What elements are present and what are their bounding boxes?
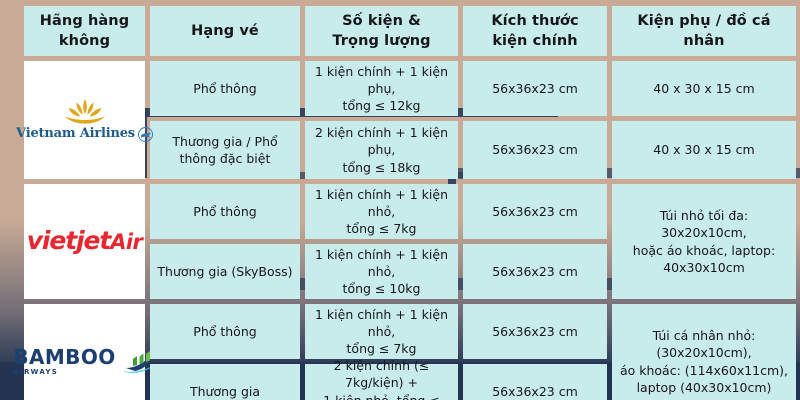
- main-size-vj-skyboss: 56x36x23 cm: [463, 244, 607, 299]
- pieces-weight-bb-business: 2 kiện chính (≤ 7kg/kiện) +1 kiện nhỏ, t…: [305, 358, 458, 400]
- pieces-weight-vj-skyboss: 1 kiện chính + 1 kiện nhỏ, tổng ≤ 10kg: [305, 244, 458, 299]
- header-airline: Hãng hàng không: [24, 6, 145, 56]
- bamboo-airways-logo: BAMBOO AIRWAYS: [13, 308, 154, 400]
- header-fare-class: Hạng vé: [150, 6, 300, 56]
- airline-logo-cell-vietnam-airlines: Vietnam Airlines: [16, 61, 153, 179]
- header-pieces-weight: Số kiện & Trọng lượng: [305, 6, 458, 56]
- bamboo-wordmark-sub: AIRWAYS: [13, 368, 59, 376]
- header-main-size: Kích thước kiện chính: [463, 6, 607, 56]
- fare-class-vj-economy: Phổ thông: [150, 184, 300, 239]
- main-size-bb-business: 56x36x23 cm: [463, 364, 607, 400]
- vietjet-wordmark: vietjetAir: [27, 224, 143, 259]
- fare-class-va-business: Thương gia / Phổ thông đặc biệt: [150, 121, 300, 179]
- bamboo-wordmark-row: BAMBOO AIRWAYS: [13, 347, 155, 376]
- bamboo-wordmark: BAMBOO: [13, 345, 116, 369]
- personal-item-vj-merged: Túi nhỏ tối đa: 30x20x10cm, hoặc áo khoác,…: [612, 184, 796, 299]
- bamboo-leaf-icon: [121, 350, 154, 373]
- main-size-va-economy: 56x36x23 cm: [463, 61, 607, 116]
- fare-class-vj-skyboss: Thương gia (SkyBoss): [150, 244, 300, 299]
- personal-item-bb-merged: Túi cá nhân nhỏ: (30x20x10cm), áo khoác: (…: [612, 304, 796, 400]
- main-size-bb-economy: 56x36x23 cm: [463, 304, 607, 359]
- vietnam-airlines-logo: Vietnam Airlines: [16, 65, 153, 175]
- pieces-weight-vj-economy: 1 kiện chính + 1 kiện nhỏ, tổng ≤ 7kg: [305, 184, 458, 239]
- baggage-allowance-table: Hãng hàng không Hạng vé Số kiện & Trọng lư…: [13, 6, 796, 400]
- pieces-weight-va-business: 2 kiện chính + 1 kiện phụ, tổng ≤ 18kg: [305, 121, 458, 179]
- personal-item-va-business: 40 x 30 x 15 cm: [612, 121, 796, 179]
- header-personal-item: Kiện phụ / đồ cá nhân: [612, 6, 796, 56]
- fare-class-bb-business: Thương gia: [150, 364, 300, 400]
- vietnam-airlines-wordmark: Vietnam Airlines: [16, 126, 135, 142]
- main-size-vj-economy: 56x36x23 cm: [463, 184, 607, 239]
- main-size-va-business: 56x36x23 cm: [463, 121, 607, 179]
- airline-logo-cell-vietjet-air: vietjetAir: [24, 184, 145, 299]
- fare-class-va-economy: Phổ thông: [150, 61, 300, 116]
- vietjet-wordmark-air: Air: [110, 230, 143, 255]
- pieces-weight-va-economy: 1 kiện chính + 1 kiện phụ, tổng ≤ 12kg: [305, 61, 458, 116]
- personal-item-va-economy: 40 x 30 x 15 cm: [612, 61, 796, 116]
- lotus-seal-icon: [137, 126, 153, 142]
- pieces-weight-bb-economy: 1 kiện chính + 1 kiện nhỏ, tổng ≤ 7kg: [305, 304, 458, 359]
- airline-logo-cell-bamboo-airways: BAMBOO AIRWAYS: [13, 304, 154, 400]
- vietnam-airlines-wordmark-row: Vietnam Airlines: [16, 125, 153, 143]
- fare-class-bb-economy: Phổ thông: [150, 304, 300, 359]
- bamboo-wordmark-text: BAMBOO AIRWAYS: [13, 347, 115, 376]
- vietjet-wordmark-main: vietjet: [26, 226, 112, 256]
- lotus-flower-icon: [64, 99, 105, 124]
- vietjet-air-logo: vietjetAir: [27, 188, 143, 295]
